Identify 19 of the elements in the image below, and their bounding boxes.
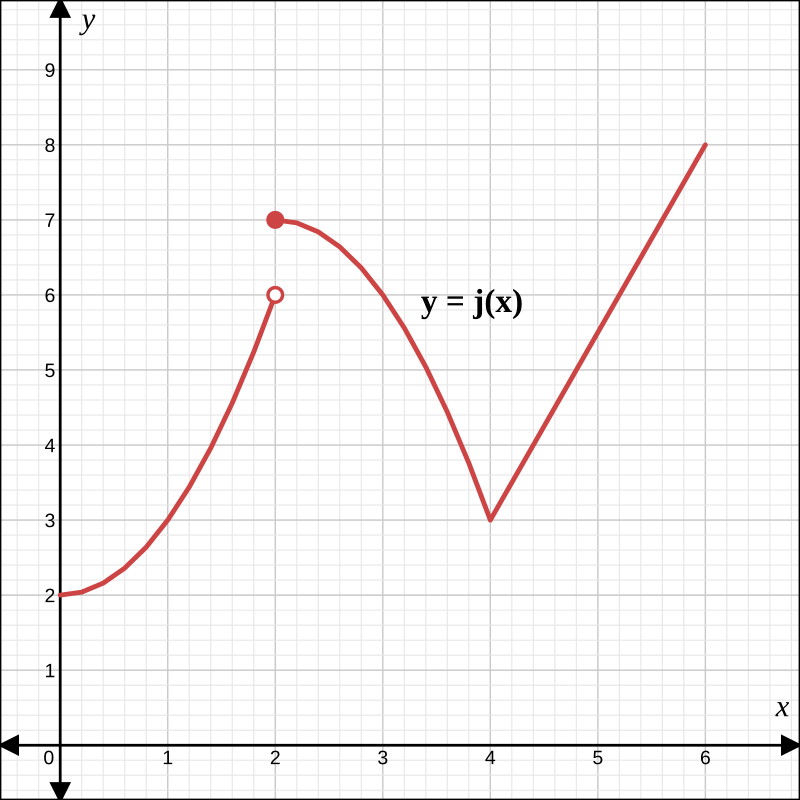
x-axis-title: x (775, 702, 790, 716)
y-tick-label: 6 (46, 288, 54, 302)
x-tick-label: 4 (485, 750, 496, 764)
y-tick-label: 2 (46, 588, 54, 602)
x-tick-label: 3 (378, 750, 388, 764)
y-tick-label: 1 (46, 664, 54, 678)
y-tick-label: 4 (44, 438, 55, 452)
y-axis-title: y (79, 14, 96, 36)
y-tick-label: 7 (46, 214, 54, 227)
x-tick-label: 1 (164, 750, 172, 764)
y-tick-label: 3 (45, 514, 54, 528)
x-tick-label: 6 (700, 750, 710, 764)
x-tick-label: 2 (270, 750, 280, 764)
x-tick-label: 0 (44, 750, 54, 764)
annotation: y = j(x) (421, 288, 522, 320)
y-tick-label: 8 (45, 138, 55, 152)
y-tick-label: 9 (45, 63, 54, 78)
y-tick-label: 5 (45, 364, 55, 378)
x-tick-label: 5 (593, 750, 602, 764)
